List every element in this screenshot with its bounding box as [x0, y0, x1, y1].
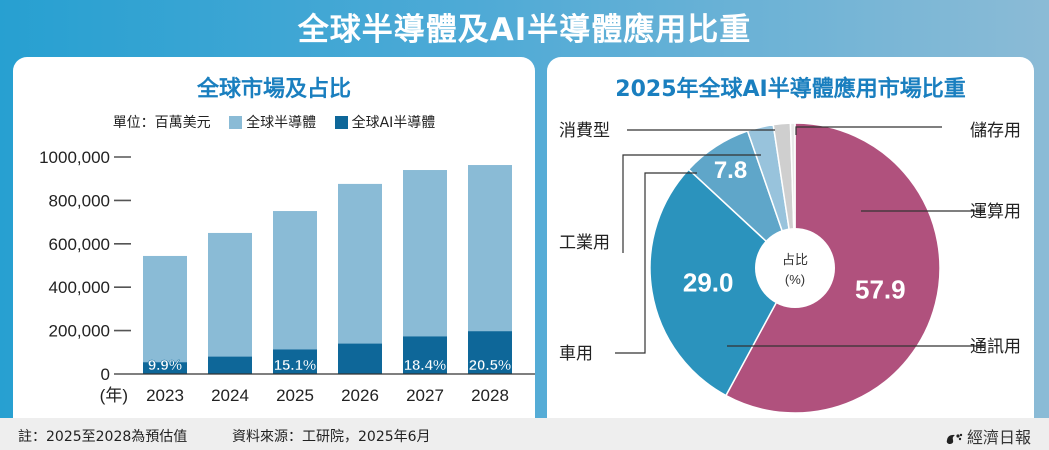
y-tick-label: 800,000 [49, 191, 110, 210]
bar-ai-semiconductor [208, 357, 252, 374]
brand-logo-icon [945, 432, 963, 446]
ai-share-label: 15.1% [274, 357, 317, 374]
x-tick-label: 2028 [471, 386, 509, 405]
brand-name: 經濟日報 [967, 428, 1031, 447]
pie-category-label: 通訊用 [970, 337, 1021, 356]
bar-global-semiconductor [208, 233, 252, 374]
source-note: 資料來源：工研院，2025年6月 [232, 426, 431, 446]
footer: 註：2025至2028為預估值 資料來源：工研院，2025年6月 經濟日報 [0, 418, 1049, 450]
bar-chart: 0 200,000 400,000 600,000 800,000 1000,000 9.9… [13, 57, 535, 418]
pie-category-label: 工業用 [559, 233, 610, 252]
x-tick-label: 2026 [341, 386, 379, 405]
bar-ai-semiconductor [338, 344, 382, 374]
pie-category-label: 車用 [559, 344, 593, 363]
pie-category-label: 消費型 [559, 121, 610, 140]
ai-share-label: 20.5% [469, 357, 512, 374]
pie-category-label: 運算用 [970, 202, 1021, 221]
ai-share-label: 9.9% [148, 357, 182, 374]
pie-center-unit: (%) [785, 272, 805, 287]
pie-chart-panel: 2025年全球AI半導體應用市場比重 占比 (%) 57.9 29.0 7.8 運算用 通訊… [547, 57, 1034, 418]
x-tick-label: 2025 [276, 386, 314, 405]
ai-share-label: 18.4% [404, 357, 447, 374]
footnote: 註：2025至2028為預估值 [18, 426, 187, 446]
x-axis-label: (年) [100, 386, 128, 405]
pie-center-label: 占比 [782, 252, 808, 267]
pie-value-label: 7.8 [714, 157, 747, 184]
pie-value-label: 29.0 [683, 267, 734, 297]
brand: 經濟日報 [945, 424, 1031, 448]
x-tick-label: 2024 [211, 386, 249, 405]
pie-value-label: 57.9 [855, 275, 906, 305]
pie-center-hole [755, 228, 835, 308]
y-tick-label: 200,000 [49, 322, 110, 341]
main-title: 全球半導體及AI半導體應用比重 [0, 4, 1049, 49]
bar-chart-panel: 全球市場及占比 單位：百萬美元 全球半導體 全球AI半導體 0 200,000 40… [13, 57, 535, 418]
y-tick-label: 1000,000 [39, 148, 110, 167]
y-tick-label: 400,000 [49, 278, 110, 297]
y-tick-label: 600,000 [49, 235, 110, 254]
y-tick-label: 0 [101, 365, 110, 384]
x-tick-label: 2027 [406, 386, 444, 405]
pie-category-label: 儲存用 [970, 121, 1021, 140]
x-tick-label: 2023 [146, 386, 184, 405]
